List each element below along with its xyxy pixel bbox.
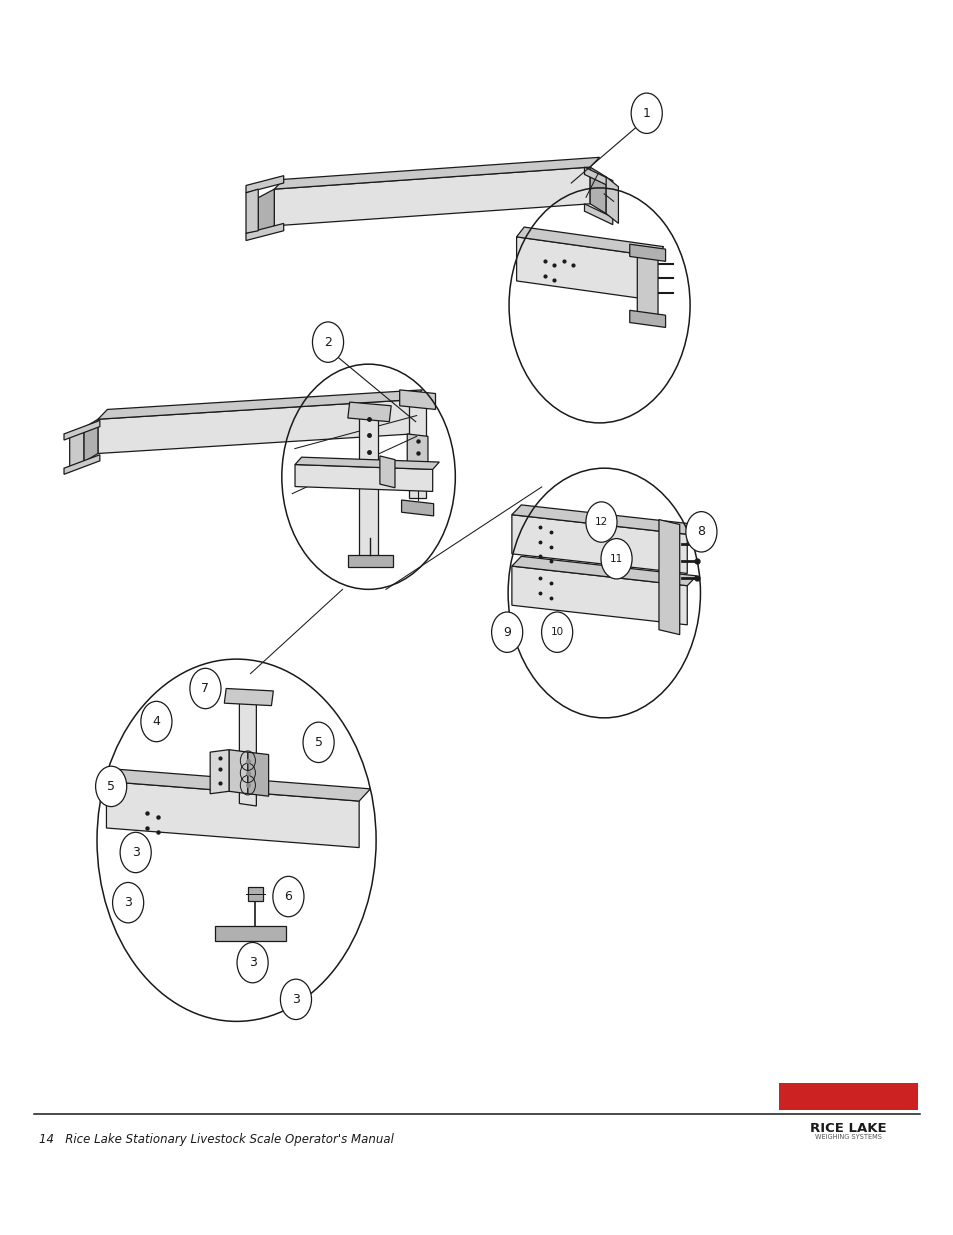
- Circle shape: [491, 613, 522, 652]
- Text: 4: 4: [152, 715, 160, 727]
- Circle shape: [141, 701, 172, 742]
- Text: 7: 7: [201, 682, 210, 695]
- Polygon shape: [107, 769, 370, 802]
- Polygon shape: [210, 750, 229, 794]
- Circle shape: [631, 93, 661, 133]
- Circle shape: [95, 766, 127, 806]
- Polygon shape: [239, 693, 256, 806]
- Circle shape: [273, 877, 304, 916]
- Polygon shape: [512, 566, 686, 625]
- Polygon shape: [248, 887, 263, 902]
- Polygon shape: [214, 926, 285, 941]
- Polygon shape: [637, 249, 658, 320]
- Circle shape: [236, 942, 268, 983]
- Circle shape: [600, 538, 632, 579]
- Polygon shape: [407, 433, 428, 475]
- Polygon shape: [98, 400, 413, 453]
- Circle shape: [280, 979, 312, 1020]
- Text: 3: 3: [249, 956, 256, 969]
- Circle shape: [585, 501, 617, 542]
- Text: 8: 8: [697, 525, 704, 538]
- Polygon shape: [246, 189, 258, 233]
- Polygon shape: [629, 245, 665, 262]
- Polygon shape: [584, 204, 612, 225]
- Text: 2: 2: [324, 336, 332, 348]
- Polygon shape: [246, 224, 283, 241]
- Polygon shape: [629, 310, 665, 327]
- Text: 6: 6: [284, 890, 292, 903]
- Circle shape: [120, 832, 152, 873]
- Circle shape: [303, 722, 334, 762]
- Polygon shape: [274, 157, 598, 189]
- Polygon shape: [258, 189, 274, 235]
- Text: 3: 3: [132, 846, 139, 860]
- Polygon shape: [107, 782, 358, 847]
- Circle shape: [190, 668, 221, 709]
- Polygon shape: [84, 419, 98, 462]
- Polygon shape: [64, 420, 100, 440]
- Polygon shape: [399, 390, 436, 410]
- Text: RICE LAKE: RICE LAKE: [809, 1121, 886, 1135]
- Polygon shape: [348, 555, 393, 567]
- Text: WEIGHING SYSTEMS: WEIGHING SYSTEMS: [814, 1134, 881, 1140]
- Polygon shape: [590, 167, 605, 214]
- Polygon shape: [294, 464, 433, 492]
- Polygon shape: [409, 400, 426, 498]
- Polygon shape: [246, 175, 283, 193]
- Polygon shape: [274, 167, 590, 226]
- Polygon shape: [379, 456, 395, 488]
- Polygon shape: [659, 520, 679, 635]
- Polygon shape: [98, 390, 422, 419]
- Polygon shape: [348, 403, 391, 421]
- Polygon shape: [294, 457, 438, 469]
- Text: 11: 11: [609, 553, 622, 563]
- Polygon shape: [517, 237, 656, 300]
- Circle shape: [313, 322, 343, 362]
- Circle shape: [112, 883, 144, 923]
- Circle shape: [685, 511, 717, 552]
- Text: 5: 5: [314, 736, 322, 748]
- Bar: [778, 1083, 918, 1109]
- Text: 10: 10: [550, 627, 563, 637]
- Polygon shape: [358, 410, 377, 562]
- Polygon shape: [229, 750, 248, 794]
- Text: 14   Rice Lake Stationary Livestock Scale Operator's Manual: 14 Rice Lake Stationary Livestock Scale …: [38, 1132, 393, 1146]
- Polygon shape: [517, 227, 663, 257]
- Polygon shape: [512, 505, 696, 535]
- Text: 3: 3: [292, 993, 299, 1005]
- Polygon shape: [70, 427, 84, 471]
- Polygon shape: [248, 752, 269, 797]
- Text: 5: 5: [107, 779, 115, 793]
- Polygon shape: [605, 177, 618, 224]
- Polygon shape: [401, 500, 434, 516]
- Circle shape: [541, 613, 572, 652]
- Polygon shape: [64, 454, 100, 474]
- Polygon shape: [512, 556, 696, 585]
- Polygon shape: [224, 688, 274, 705]
- Text: 12: 12: [595, 517, 607, 527]
- Text: 1: 1: [642, 106, 650, 120]
- Text: 9: 9: [502, 626, 511, 638]
- Polygon shape: [584, 167, 612, 188]
- Polygon shape: [512, 515, 686, 573]
- Text: 3: 3: [124, 897, 132, 909]
